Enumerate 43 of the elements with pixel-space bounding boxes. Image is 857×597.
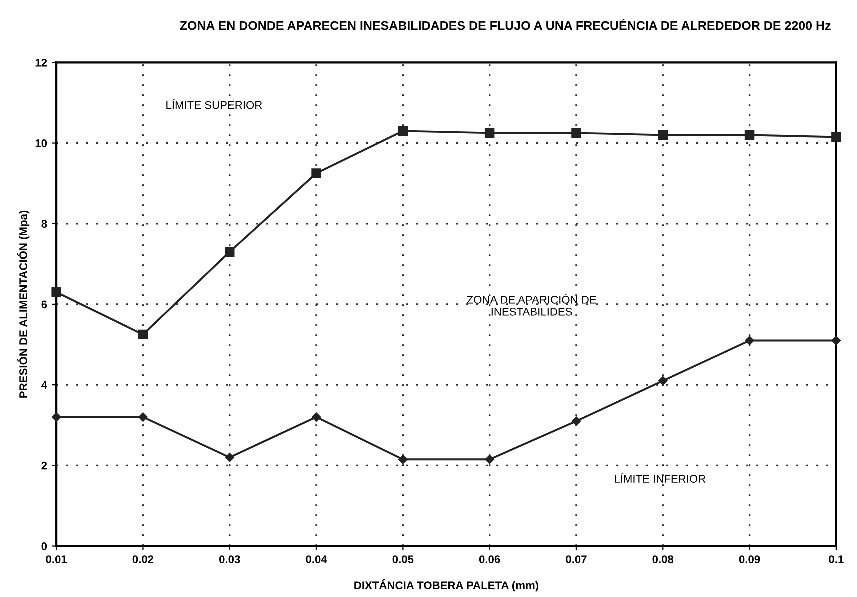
annotation: LÍMITE INFERIOR	[615, 473, 706, 483]
y-tick-label: 4	[42, 381, 48, 390]
x-tick-label: 0.1	[829, 556, 844, 564]
point	[52, 288, 62, 298]
x-tick-label: 0.01	[46, 556, 68, 564]
point	[484, 128, 495, 138]
y-axis-title: PRESIÓN DE ALIMENTACIÓN (Mpa)	[17, 210, 30, 398]
point	[572, 416, 582, 426]
point	[658, 376, 668, 386]
y-tick-label: 12	[36, 58, 48, 67]
x-tick-label: 0.05	[392, 556, 414, 564]
point	[398, 126, 408, 136]
point	[485, 454, 494, 464]
x-tick-label: 0.06	[479, 556, 500, 564]
y-tick-label: 8	[42, 220, 48, 228]
y-tick-label: 0	[42, 542, 48, 550]
x-tick-label: 0.04	[306, 556, 328, 564]
y-tick-label: 2	[42, 462, 48, 470]
chart-title: ZONA EN DONDE APARECEN INESABILIDADES DE FLUJO A UNA FRECUÉNCIA DE ALREDEDOR DE 2200 Hz	[180, 19, 831, 30]
point	[138, 412, 148, 422]
y-tick-label: 6	[42, 300, 48, 309]
point	[745, 336, 754, 346]
x-tick-label: 0.09	[739, 556, 760, 564]
point	[832, 132, 842, 142]
point	[52, 412, 62, 422]
point	[312, 412, 322, 422]
point	[225, 247, 235, 257]
point	[138, 330, 148, 340]
x-tick-label: 0.03	[219, 556, 240, 564]
annotation: ZONA DE APARICIÓN DE INESTABILIDES	[467, 294, 596, 316]
x-tick-label: 0.02	[132, 556, 154, 564]
point	[225, 452, 234, 462]
x-tick-label: 0.08	[652, 556, 674, 564]
point	[658, 130, 668, 140]
y-tick-label: 10	[36, 140, 48, 148]
point	[572, 128, 582, 138]
point	[398, 454, 408, 464]
annotation: LÍMITE SUPERIOR	[166, 99, 262, 110]
point	[832, 336, 842, 346]
point	[744, 130, 755, 140]
x-axis-title: DIXTÁNCIA TOBERA PALETA (mm)	[354, 580, 539, 592]
point	[312, 168, 322, 178]
x-tick-label: 0.07	[566, 556, 587, 564]
